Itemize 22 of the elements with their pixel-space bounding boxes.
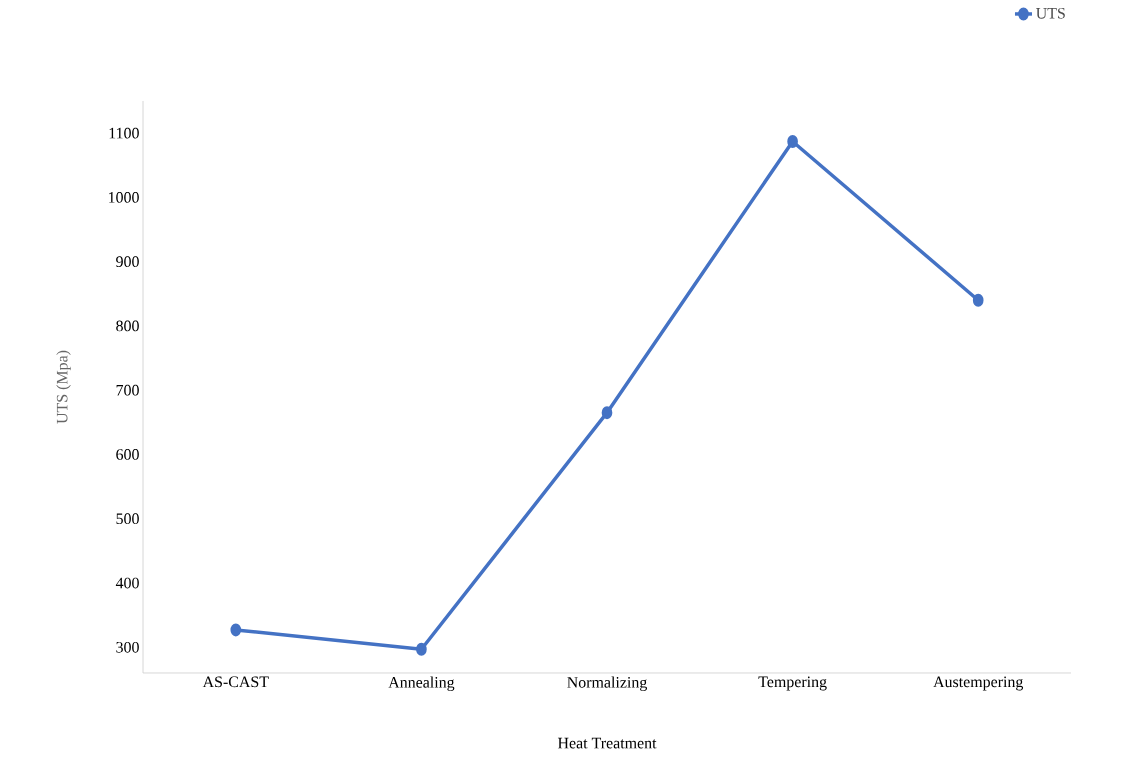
x-tick-label: AS-CAST <box>202 676 269 688</box>
y-tick-label: 900 <box>116 256 139 268</box>
x-tick-label: Tempering <box>758 676 827 691</box>
y-tick-label: 600 <box>116 449 139 460</box>
y-tick-label: 1100 <box>109 127 139 139</box>
y-tick-label: 300 <box>116 641 139 653</box>
x-tick-label: Annealing <box>388 676 455 691</box>
point <box>416 642 427 656</box>
point <box>972 293 984 307</box>
y-tick-label: 1000 <box>109 192 139 203</box>
point <box>787 134 798 149</box>
x-tick-label: Austempering <box>933 676 1024 691</box>
y-tick-label: 500 <box>116 513 139 525</box>
y-tick-label: 700 <box>116 384 139 396</box>
point <box>601 406 613 420</box>
point <box>230 623 242 637</box>
y-axis-title: UTS (Mpa) <box>56 350 71 424</box>
y-tick-label: 800 <box>116 320 139 332</box>
x-tick-label: Normalizing <box>567 676 647 691</box>
legend-label: UTS <box>1036 7 1065 19</box>
y-tick-label: 400 <box>115 577 139 589</box>
x-axis-title: Heat Treatment <box>557 737 657 749</box>
